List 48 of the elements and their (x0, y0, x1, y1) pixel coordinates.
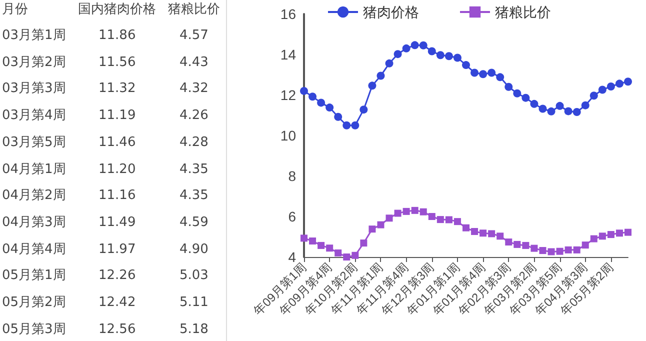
data-label: 4.35 (180, 188, 208, 204)
data-label: 11.86 (98, 28, 136, 44)
data-label: 5.03 (180, 268, 208, 284)
data-label: 11.46 (98, 134, 136, 151)
text: 国内猪肉价格 (78, 2, 156, 18)
data-label: 11.16 (98, 188, 136, 204)
data-label: 5.11 (180, 295, 208, 311)
category-label: 03月第1周 (2, 28, 66, 44)
data-label: 4.26 (180, 108, 208, 124)
data-label: 11.97 (98, 242, 136, 258)
data-label: 4.32 (180, 81, 208, 98)
category-label: 03月第5周 (2, 134, 66, 151)
category-label: 05月第2周 (2, 295, 66, 311)
legend-label: 猪粮比价 (495, 4, 551, 20)
category-label: 05月第3周 (2, 322, 66, 338)
category-label: 03月第3周 (2, 81, 66, 98)
data-label: 11.32 (98, 81, 136, 98)
data-label: 5.18 (180, 322, 208, 338)
category-label: 04月第1周 (2, 162, 66, 178)
data-label: 11.19 (98, 108, 136, 124)
y-tick-label: 12 (280, 87, 296, 103)
text: 月份 (2, 2, 28, 18)
y-tick-label: 16 (280, 6, 296, 22)
data-label: 4.57 (180, 28, 208, 44)
category-label: 03月第4周 (2, 108, 66, 124)
legend-label: 猪肉价格 (363, 4, 419, 20)
y-tick-label: 8 (288, 168, 296, 184)
data-label: 12.26 (98, 268, 136, 284)
category-label: 03月第2周 (2, 54, 66, 71)
data-label: 11.49 (98, 214, 136, 231)
data-label: 11.20 (98, 162, 136, 178)
data-label: 4.90 (180, 242, 208, 258)
data-label: 4.35 (180, 162, 208, 178)
text: 猪粮比价 (168, 2, 220, 18)
y-tick-label: 4 (288, 249, 296, 265)
category-label: 05月第1周 (2, 268, 66, 284)
data-label: 4.59 (180, 214, 208, 231)
y-tick-label: 6 (288, 208, 296, 224)
category-label: 04月第3周 (2, 214, 66, 231)
data-label: 12.56 (98, 322, 136, 338)
data-label: 4.43 (180, 54, 208, 71)
category-label: 04月第4周 (2, 242, 66, 258)
data-label: 12.42 (98, 295, 136, 311)
category-label: 04月第2周 (2, 188, 66, 204)
data-label: 11.56 (98, 54, 136, 71)
y-tick-label: 14 (280, 46, 296, 62)
data-label: 4.28 (180, 134, 208, 151)
y-tick-label: 10 (280, 128, 296, 144)
